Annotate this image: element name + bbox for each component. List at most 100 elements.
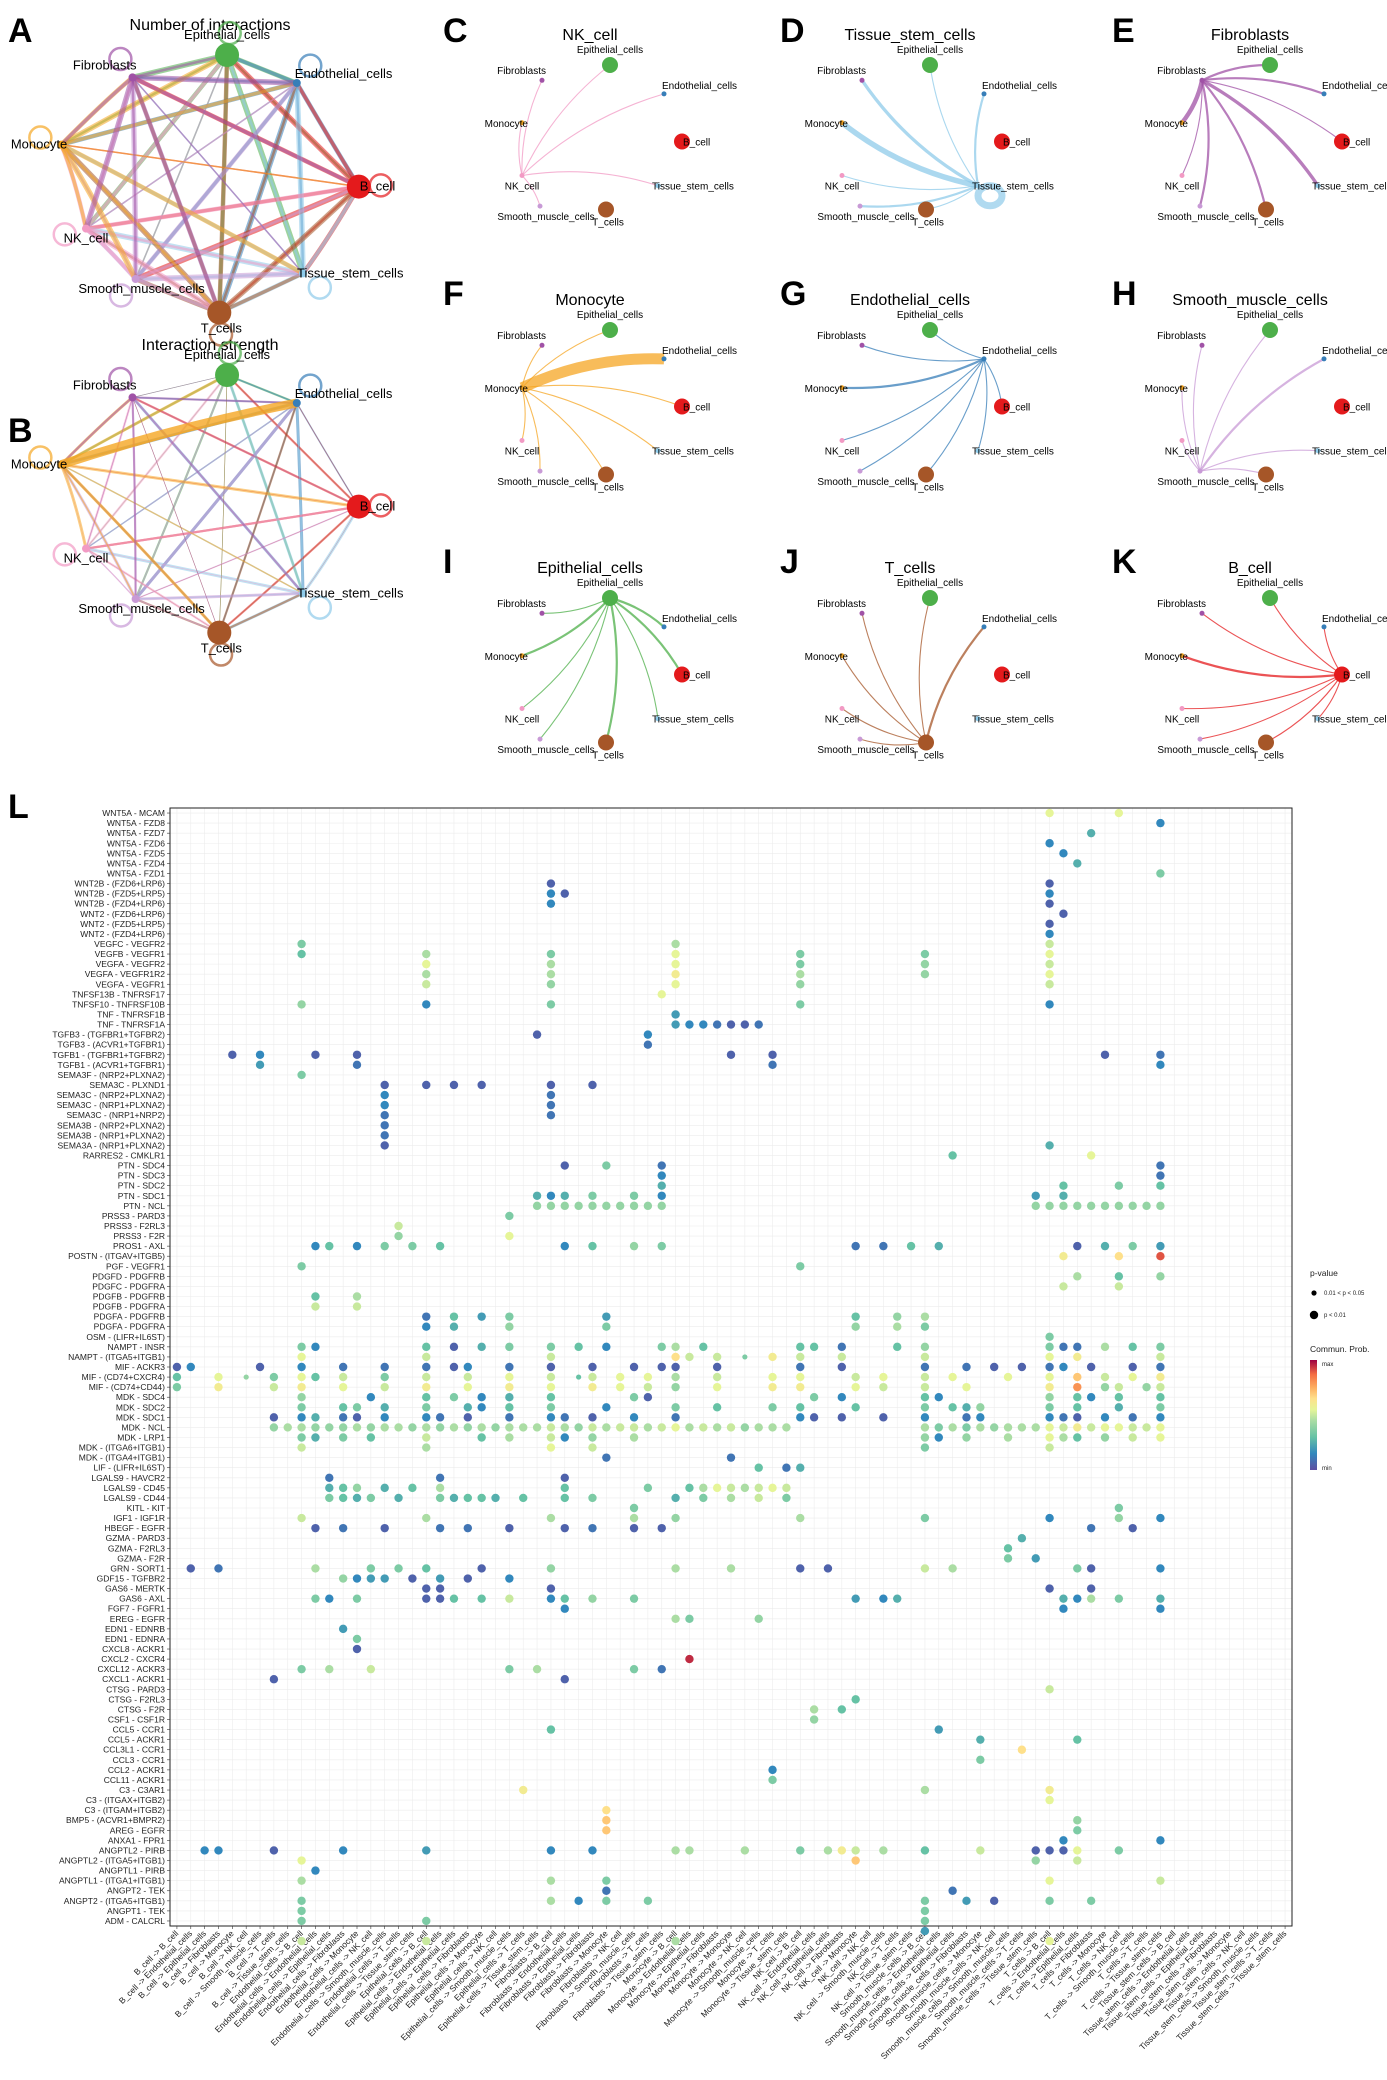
network-edge bbox=[974, 93, 986, 186]
data-point bbox=[477, 1564, 486, 1573]
data-point bbox=[1031, 1846, 1040, 1855]
data-point bbox=[1086, 1201, 1096, 1211]
data-point bbox=[1031, 1423, 1040, 1432]
data-point bbox=[1045, 1413, 1054, 1422]
data-point bbox=[906, 1241, 916, 1251]
network-self-loop bbox=[298, 373, 323, 398]
data-point bbox=[782, 1483, 791, 1493]
data-point bbox=[546, 1090, 556, 1100]
data-point bbox=[1156, 1564, 1165, 1573]
network-self-loop bbox=[108, 283, 134, 308]
data-point bbox=[1100, 1241, 1110, 1251]
legend-pvalue-large-dot bbox=[1309, 1310, 1319, 1320]
data-point bbox=[768, 1423, 777, 1432]
data-point bbox=[1045, 1403, 1054, 1412]
network-node bbox=[859, 342, 865, 348]
data-point bbox=[962, 1433, 971, 1442]
network-edge bbox=[841, 174, 979, 191]
data-point bbox=[297, 1916, 306, 1926]
data-point bbox=[325, 1594, 334, 1603]
data-point bbox=[879, 1846, 888, 1855]
data-point bbox=[311, 1523, 320, 1533]
data-point bbox=[546, 1080, 556, 1090]
data-point bbox=[546, 1896, 556, 1906]
data-point bbox=[629, 1423, 639, 1432]
data-point bbox=[380, 1090, 389, 1100]
data-point bbox=[255, 1362, 265, 1372]
network-edge bbox=[841, 357, 985, 390]
network-node bbox=[857, 468, 863, 474]
data-point bbox=[948, 1423, 957, 1432]
data-point bbox=[657, 1664, 666, 1674]
data-point bbox=[546, 1584, 556, 1593]
network-node bbox=[1179, 173, 1185, 178]
data-point bbox=[366, 1423, 376, 1432]
network-node bbox=[299, 589, 307, 598]
y-tick-label: FGF7 - FGFR1 bbox=[108, 1604, 165, 1614]
y-tick-label: MIF - (CD74+CXCR4) bbox=[82, 1372, 166, 1382]
data-point bbox=[976, 1403, 985, 1412]
data-point bbox=[505, 1574, 514, 1583]
data-point bbox=[809, 1342, 819, 1352]
network-node bbox=[655, 183, 661, 189]
y-tick-label: ANGPTL2 - (ITGA5+ITGB1) bbox=[59, 1856, 165, 1866]
data-point bbox=[948, 1403, 957, 1412]
network-edge bbox=[84, 226, 221, 315]
data-point bbox=[602, 1886, 611, 1895]
data-point bbox=[1128, 1523, 1137, 1533]
network-node bbox=[1179, 120, 1185, 126]
network-nodes: Epithelial_cells Endothelial_cells B_cell T… bbox=[11, 347, 404, 656]
network-edge bbox=[301, 505, 361, 595]
y-tick-label: CTSG - F2RL3 bbox=[108, 1694, 165, 1704]
data-point bbox=[546, 1403, 556, 1412]
network-node-label: Monocyte bbox=[11, 457, 67, 472]
data-point bbox=[560, 1201, 569, 1211]
data-point bbox=[726, 1564, 736, 1573]
network-node bbox=[839, 120, 845, 126]
data-point bbox=[1045, 808, 1054, 818]
data-point bbox=[823, 1846, 833, 1855]
data-point bbox=[1045, 879, 1054, 888]
data-point bbox=[1059, 909, 1068, 918]
data-point bbox=[1156, 1836, 1165, 1845]
y-tick-label: LGALS9 - CD45 bbox=[104, 1483, 166, 1493]
data-point bbox=[449, 1322, 459, 1331]
network-node-label: Smooth_muscle_cells bbox=[817, 212, 914, 223]
data-point bbox=[602, 1161, 611, 1170]
data-point bbox=[837, 1705, 847, 1714]
data-point bbox=[1073, 1433, 1082, 1442]
data-point bbox=[380, 1100, 389, 1110]
network-node bbox=[1334, 666, 1350, 683]
data-point bbox=[1059, 1362, 1068, 1372]
data-point bbox=[671, 1362, 680, 1372]
network-node-label: NK_cell bbox=[825, 715, 859, 726]
network-self-loop bbox=[298, 53, 323, 78]
data-point bbox=[352, 1060, 362, 1070]
data-point bbox=[422, 1936, 431, 1946]
data-point bbox=[768, 1382, 777, 1392]
panel-letter: K bbox=[1112, 543, 1137, 581]
y-tick-label: ADM - CALCRL bbox=[105, 1916, 165, 1926]
data-point bbox=[422, 1564, 431, 1573]
data-point bbox=[657, 1362, 666, 1372]
y-tick-label: PDGFA - PDGFRB bbox=[94, 1312, 166, 1322]
data-point bbox=[657, 990, 666, 999]
legend-pvalue-label: 0.01 < p < 0.05 bbox=[1324, 1291, 1365, 1297]
data-point bbox=[948, 1372, 957, 1382]
network-node-label: B_cell bbox=[1343, 138, 1370, 149]
network-node bbox=[1315, 448, 1321, 454]
data-point bbox=[380, 1121, 389, 1130]
network-node-label: Epithelial_cells bbox=[1237, 578, 1303, 589]
network-node bbox=[839, 438, 845, 443]
data-point bbox=[1073, 1372, 1082, 1382]
data-point bbox=[1100, 1423, 1110, 1432]
data-point bbox=[1073, 1272, 1082, 1281]
network-node-label: Monocyte bbox=[805, 384, 849, 395]
data-point bbox=[1045, 1936, 1054, 1946]
data-point bbox=[1045, 1201, 1054, 1211]
data-point bbox=[477, 1594, 486, 1603]
network-edge bbox=[1199, 357, 1325, 472]
data-point bbox=[920, 1433, 930, 1442]
data-point bbox=[352, 1241, 362, 1251]
data-point bbox=[380, 1413, 389, 1422]
